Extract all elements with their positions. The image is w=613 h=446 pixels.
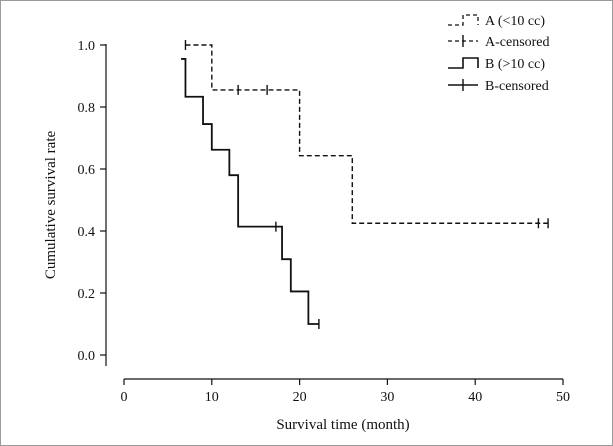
x-tick-label: 10 [205,390,219,405]
x-tick-label: 40 [468,390,482,405]
series-line-a [185,44,549,224]
y-tick-label: 0.6 [78,163,96,178]
legend-label: B (>10 cc) [485,57,545,72]
y-tick-label: 1.0 [78,39,96,54]
x-tick-label: 50 [556,390,570,405]
legend-item: B-censored [448,79,549,94]
legend-item: A (<10 cc) [448,14,545,29]
y-tick-label: 0.8 [78,101,96,116]
legend-label: A-censored [485,35,550,50]
legend-item: B (>10 cc) [448,57,545,72]
series-layer [181,40,549,329]
legend-item: A-censored [448,35,550,50]
y-ticks: 0.0 0.2 0.4 0.6 0.8 1.0 [78,39,106,364]
legend-swatch-step [448,14,479,26]
legend-swatch-step [448,57,479,69]
x-tick-label: 20 [293,390,307,405]
legend-label: B-censored [485,79,549,94]
y-tick-label: 0.0 [78,349,96,364]
legend: A (<10 cc) A-censored B (>10 cc) B-censored [448,14,550,94]
series-line-b [181,58,319,325]
y-axis-label: Cumulative survival rate [43,131,59,280]
legend-label: A (<10 cc) [485,14,545,29]
y-tick-label: 0.4 [78,225,96,240]
x-ticks: 0 10 20 30 40 50 [121,379,570,405]
x-tick-label: 30 [380,390,394,405]
x-tick-label: 0 [121,390,128,405]
y-tick-label: 0.2 [78,287,96,302]
x-axis-label: Survival time (month) [276,417,409,433]
